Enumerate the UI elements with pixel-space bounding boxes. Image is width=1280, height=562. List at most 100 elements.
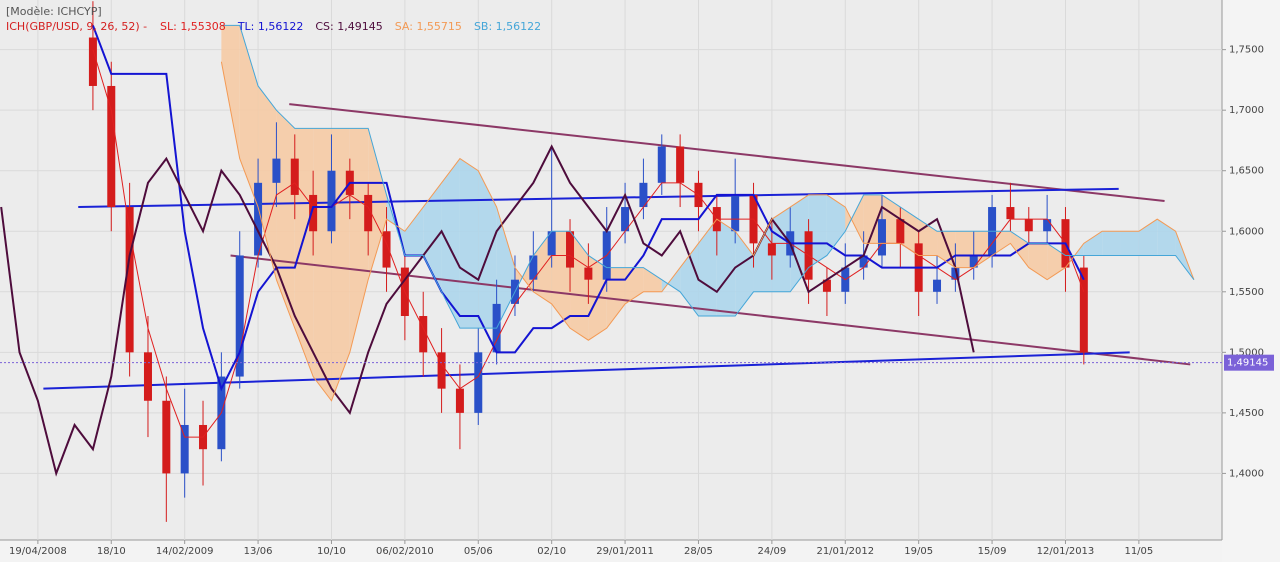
cloud-fill bbox=[826, 194, 846, 256]
indicator-line bbox=[220, 61, 1195, 402]
candle-body bbox=[767, 243, 776, 256]
model-label: [Modèle: ICHCYP] bbox=[6, 5, 102, 18]
cloud-fill bbox=[625, 267, 644, 304]
candle-body bbox=[547, 231, 556, 256]
candle-body bbox=[254, 182, 263, 256]
x-tick-label: 24/09 bbox=[757, 546, 786, 557]
candle-body bbox=[969, 255, 978, 268]
candle-body bbox=[419, 316, 428, 353]
cloud-fill bbox=[276, 110, 295, 329]
candle-body bbox=[382, 231, 391, 268]
cloud-fill bbox=[735, 231, 754, 317]
last-price-box bbox=[1224, 354, 1274, 371]
candle-body bbox=[290, 158, 299, 195]
cloud-fill bbox=[606, 267, 626, 329]
candle-body bbox=[822, 279, 831, 292]
x-tick-label: 14/02/2009 bbox=[156, 546, 214, 557]
candle-body bbox=[657, 146, 666, 183]
x-tick-label: 15/09 bbox=[978, 546, 1007, 557]
x-tick-label: 05/06 bbox=[464, 546, 493, 557]
candle-body bbox=[529, 255, 538, 280]
x-tick-label: 28/05 bbox=[684, 546, 713, 557]
cloud bbox=[221, 25, 1194, 401]
indicator-label: ICH(GBP/USD, 9, 26, 52) - bbox=[6, 20, 147, 33]
legend-entry: CS: 1,49145 bbox=[315, 20, 382, 33]
indicator-line bbox=[0, 144, 975, 477]
cloud-fill bbox=[258, 85, 277, 280]
x-tick-label: 19/04/2008 bbox=[9, 546, 67, 557]
cloud-fill bbox=[478, 170, 497, 329]
x-tick-label: 11/05 bbox=[1124, 546, 1153, 557]
candle-body bbox=[877, 219, 886, 256]
indicator-line bbox=[91, 25, 1085, 392]
candle-body bbox=[327, 170, 336, 232]
cloud-fill bbox=[294, 128, 314, 377]
candle-body bbox=[125, 207, 134, 353]
legend-entry: TL: 1,56122 bbox=[237, 20, 304, 33]
cloud-fill bbox=[368, 128, 387, 280]
candle-body bbox=[309, 194, 318, 232]
y-tick-label: 1,4500 bbox=[1229, 408, 1264, 419]
candle-body bbox=[621, 207, 630, 232]
candle-body bbox=[584, 267, 593, 280]
x-tick-label: 06/02/2010 bbox=[376, 546, 434, 557]
trendline bbox=[78, 187, 1119, 209]
y-tick-label: 1,4000 bbox=[1229, 468, 1264, 479]
cloud-fill bbox=[771, 207, 791, 292]
legend: SL: 1,55308 TL: 1,56122 CS: 1,49145 SA: 1,5… bbox=[160, 20, 541, 33]
cloud-fill bbox=[331, 128, 350, 401]
y-tick-label: 1,6000 bbox=[1229, 226, 1264, 237]
candle-body bbox=[933, 279, 942, 292]
y-tick-label: 1,7000 bbox=[1229, 105, 1264, 116]
y-tick-label: 1,5500 bbox=[1229, 287, 1264, 298]
cloud-fill bbox=[643, 267, 662, 292]
indicator-line bbox=[221, 24, 1195, 329]
cloud-fill bbox=[1083, 231, 1103, 256]
x-tick-label: 18/10 bbox=[97, 546, 126, 557]
candle-body bbox=[162, 400, 171, 474]
candle-body bbox=[437, 352, 446, 389]
y-axis-area bbox=[1222, 0, 1280, 562]
y-tick-label: 1,5000 bbox=[1229, 347, 1264, 358]
y-tick-label: 1,7500 bbox=[1229, 45, 1264, 56]
candle-body bbox=[566, 231, 575, 268]
last-price-label: 1,49145 bbox=[1227, 358, 1268, 369]
cloud-fill bbox=[221, 25, 240, 159]
candle-body bbox=[1043, 219, 1052, 232]
candle-body bbox=[951, 267, 960, 280]
candle-body bbox=[1079, 267, 1088, 353]
cloud-fill bbox=[955, 231, 974, 268]
candle-body bbox=[455, 388, 464, 413]
candle-body bbox=[364, 194, 373, 232]
axes: 1,4000 1,4500 1,5000 1,5500 1,6000 1,6500 1,70… bbox=[9, 45, 1274, 557]
candle-body bbox=[1006, 207, 1015, 220]
x-tick-label: 12/01/2013 bbox=[1037, 546, 1095, 557]
x-tick-label: 21/01/2012 bbox=[816, 546, 874, 557]
candle-body bbox=[180, 424, 189, 474]
cloud-fill bbox=[1102, 231, 1121, 256]
candle-body bbox=[107, 85, 116, 208]
legend-entry: SA: 1,55715 bbox=[395, 20, 462, 33]
candle-body bbox=[896, 219, 905, 244]
trendline bbox=[230, 254, 1191, 366]
x-tick-label: 19/05 bbox=[904, 546, 933, 557]
legend-entry: SB: 1,56122 bbox=[474, 20, 541, 33]
candle-body bbox=[88, 37, 97, 86]
x-tick-label: 02/10 bbox=[537, 546, 566, 557]
candle-body bbox=[272, 158, 281, 183]
x-tick-label: 29/01/2011 bbox=[596, 546, 654, 557]
cloud-fill bbox=[845, 194, 864, 244]
indicator-lines bbox=[0, 24, 1222, 477]
candle-body bbox=[731, 194, 740, 232]
cloud-fill bbox=[900, 207, 919, 256]
candle-body bbox=[143, 352, 152, 401]
trendline bbox=[289, 103, 1165, 202]
cloud-fill bbox=[1120, 231, 1139, 256]
candle-body bbox=[676, 146, 685, 183]
candle-body bbox=[1024, 219, 1033, 232]
cloud-fill bbox=[313, 128, 332, 401]
cloud-fill bbox=[239, 25, 259, 208]
candle-body bbox=[859, 255, 868, 268]
cloud-fill bbox=[423, 182, 442, 292]
